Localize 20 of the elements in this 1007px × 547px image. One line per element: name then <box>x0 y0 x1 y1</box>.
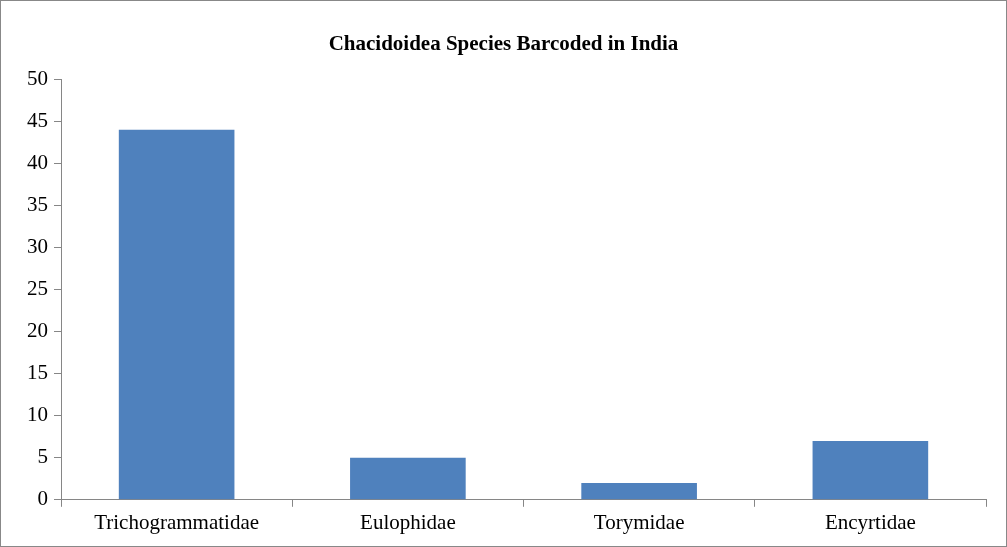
bar <box>812 440 929 500</box>
y-tick-label: 25 <box>27 276 48 301</box>
y-tick-label: 10 <box>27 402 48 427</box>
x-tick-label: Torymidae <box>593 509 685 534</box>
x-tick-label: Encyrtidae <box>824 509 916 534</box>
y-tick-label: 30 <box>27 233 48 258</box>
bar <box>118 129 235 500</box>
bar <box>581 482 697 500</box>
y-tick-label: 5 <box>37 444 48 469</box>
y-tick-label: 20 <box>27 318 48 343</box>
y-tick-label: 0 <box>37 486 48 511</box>
x-tick-label: Eulophidae <box>360 509 456 534</box>
y-tick-label: 45 <box>27 107 48 132</box>
y-tick-label: 35 <box>27 191 48 216</box>
bar <box>350 457 466 500</box>
y-tick-label: 40 <box>27 149 48 174</box>
chart-title: Chacidoidea Species Barcoded in India <box>328 31 679 56</box>
x-tick-label: Trichogrammatidae <box>94 509 260 534</box>
y-tick-label: 50 <box>27 65 48 90</box>
y-tick-label: 15 <box>27 360 48 385</box>
